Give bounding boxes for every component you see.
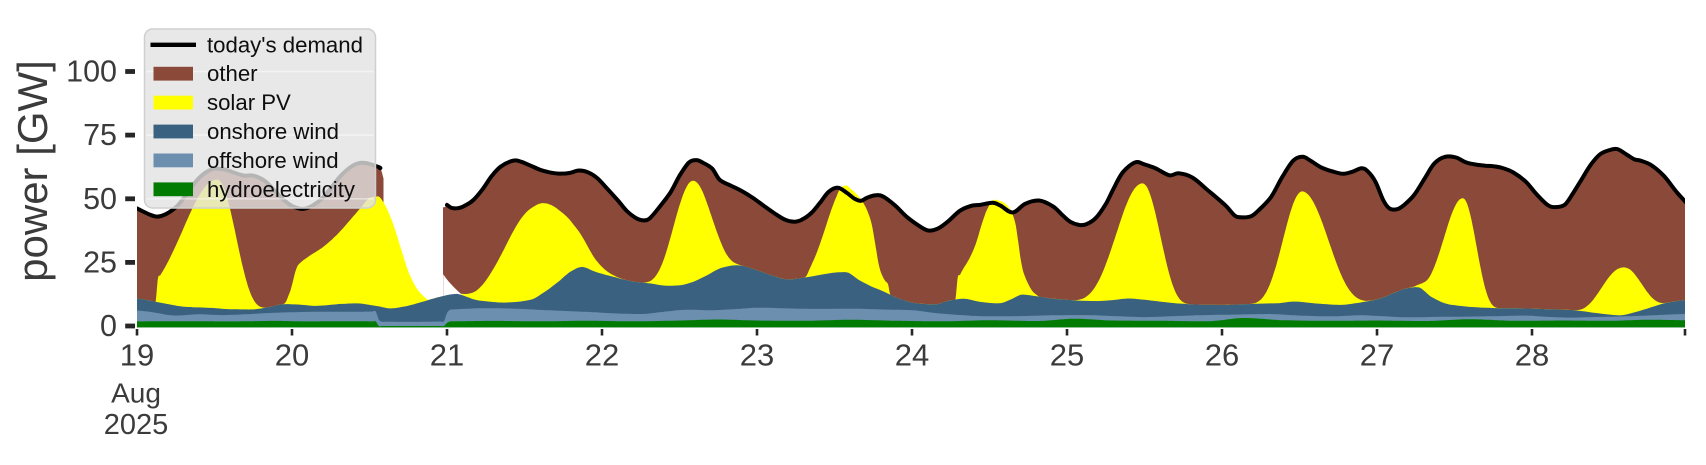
svg-text:21: 21 bbox=[430, 338, 464, 373]
svg-text:27: 27 bbox=[1360, 338, 1394, 373]
svg-text:25: 25 bbox=[1050, 338, 1084, 373]
svg-text:offshore wind: offshore wind bbox=[207, 148, 339, 173]
svg-text:other: other bbox=[207, 61, 258, 86]
svg-text:19: 19 bbox=[120, 338, 154, 373]
svg-text:2025: 2025 bbox=[104, 409, 169, 441]
svg-text:100: 100 bbox=[66, 55, 117, 89]
svg-text:Aug: Aug bbox=[111, 378, 161, 409]
svg-text:today's demand: today's demand bbox=[207, 32, 363, 57]
svg-text:24: 24 bbox=[895, 338, 929, 373]
svg-text:20: 20 bbox=[275, 338, 309, 373]
svg-text:25: 25 bbox=[83, 245, 117, 279]
svg-text:75: 75 bbox=[83, 118, 117, 152]
svg-text:onshore wind: onshore wind bbox=[207, 119, 339, 144]
svg-text:50: 50 bbox=[83, 182, 117, 216]
svg-text:power [GW]: power [GW] bbox=[9, 60, 56, 282]
svg-text:23: 23 bbox=[740, 338, 774, 373]
svg-text:26: 26 bbox=[1205, 338, 1239, 373]
svg-text:hydroelectricity: hydroelectricity bbox=[207, 177, 356, 202]
svg-text:22: 22 bbox=[585, 338, 619, 373]
svg-text:solar PV: solar PV bbox=[207, 90, 291, 115]
svg-text:0: 0 bbox=[100, 309, 117, 343]
svg-text:28: 28 bbox=[1515, 338, 1549, 373]
